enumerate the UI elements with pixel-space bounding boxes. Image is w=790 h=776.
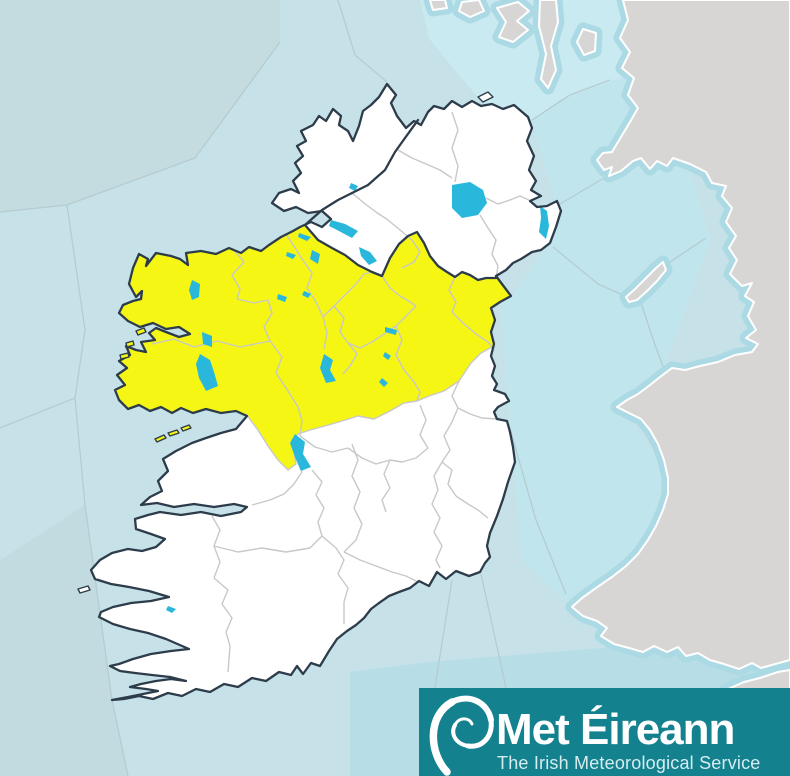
hebrides-island-2 (429, 0, 448, 11)
lough-mask-lake (202, 332, 212, 347)
aran-island-2 (167, 429, 180, 437)
inishturk-island (125, 340, 135, 348)
lough-derg-lake (290, 434, 311, 471)
inishbofin-island (119, 352, 130, 360)
lough-ree-lake (320, 354, 336, 383)
lough-corrib-lake (196, 354, 218, 391)
lough-allen-lake (310, 250, 320, 264)
sea-region-irish-sea (500, 77, 710, 608)
met-eireann-banner: Met Éireann The Irish Meteorological Ser… (419, 688, 790, 776)
aran-island-3 (180, 424, 192, 432)
lakes (166, 182, 549, 613)
met-eireann-logo-text: Met Éireann (496, 704, 734, 754)
lough-key-lake (302, 291, 311, 298)
killarney-lakes (166, 606, 176, 613)
lough-ennell-lake (379, 378, 388, 387)
lough-derg-donegal-lake (349, 183, 358, 191)
lough-conn-lake (189, 280, 200, 300)
lough-neagh-lake (452, 182, 487, 218)
lough-gara-lake (277, 294, 287, 302)
lough-sheelin-lake (385, 327, 397, 335)
northern-ireland-border (303, 118, 498, 282)
offshore-islands-white (77, 91, 494, 594)
met-eireann-tagline: The Irish Meteorological Service (497, 753, 761, 773)
warning-region-yellow (91, 225, 512, 470)
lough-gill-lake (286, 252, 296, 259)
upper-lough-erne-lake (359, 247, 377, 265)
warning-islands-yellow (119, 327, 192, 443)
strangford-lough-lake (539, 206, 549, 239)
rathlin-island (477, 91, 494, 103)
lough-melvin-lake (298, 233, 311, 241)
marine-boundary-lines (0, 0, 707, 776)
lower-lough-erne-lake (329, 220, 358, 238)
aran-island-1 (154, 434, 167, 443)
sea-region-southwest (0, 505, 128, 776)
clare-island (135, 327, 147, 336)
sea-region-northwest (0, 0, 280, 212)
lough-owel-lake (383, 352, 391, 360)
blasket-island (77, 585, 91, 594)
cyclone-spiral-icon (429, 695, 494, 776)
